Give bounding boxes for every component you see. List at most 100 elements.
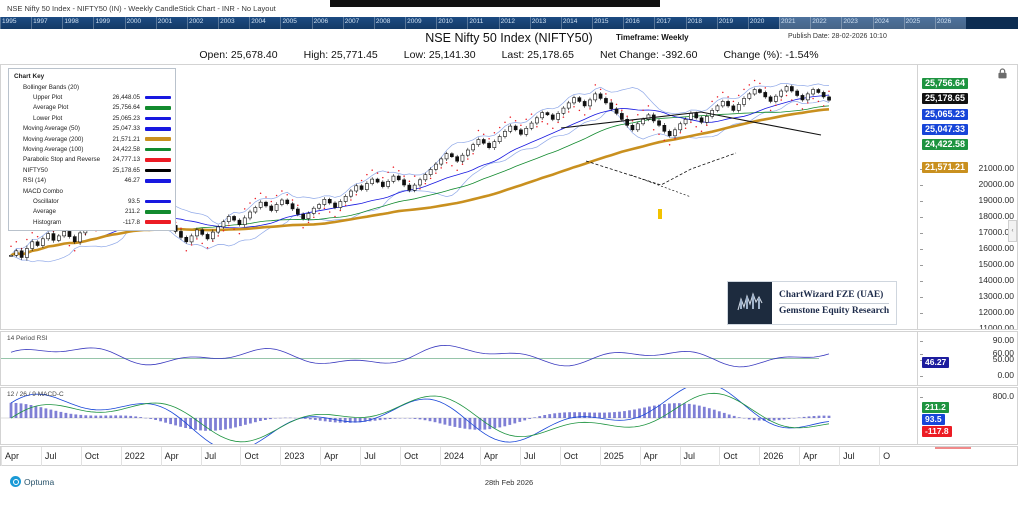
chart-key-value: 25,178.65 bbox=[112, 166, 140, 174]
rsi-value-axis[interactable]: 90.00 60.00 50.00 0.00 46.27 bbox=[917, 332, 1017, 385]
year-ruler-label[interactable]: 2017 bbox=[656, 18, 671, 25]
date-axis-label[interactable]: Apr bbox=[5, 451, 20, 461]
axis-tick-label: 60.00 bbox=[992, 348, 1014, 358]
year-ruler-label[interactable]: 2026 bbox=[936, 18, 952, 25]
axis-value-badge[interactable]: 25,047.33 bbox=[922, 124, 969, 136]
chart-key-row[interactable]: Moving Average (50) 25,047.33 bbox=[9, 124, 175, 134]
year-ruler-label[interactable]: 2003 bbox=[220, 18, 235, 25]
date-axis-label[interactable]: Oct bbox=[404, 451, 419, 461]
year-ruler-label[interactable]: 2010 bbox=[438, 18, 453, 25]
chart-key-row[interactable]: Bollinger Bands (20) bbox=[9, 82, 175, 92]
year-ruler-tick bbox=[623, 17, 625, 29]
year-ruler-label[interactable]: 2001 bbox=[157, 18, 173, 25]
year-range-ruler[interactable]: 1995 1997 1998 1999 2000 2001 2002 2003 2004 2005… bbox=[0, 17, 1018, 29]
chart-key-row[interactable]: Moving Average (200) 21,571.21 bbox=[9, 134, 175, 144]
year-ruler-label[interactable]: 2013 bbox=[531, 18, 547, 25]
year-ruler-label[interactable]: 2016 bbox=[625, 18, 640, 25]
chart-key-row[interactable]: Average 211.2 bbox=[9, 207, 175, 217]
chart-key-row[interactable]: MACD Combo bbox=[9, 186, 175, 196]
chart-key-row[interactable]: RSI (14) 46.27 bbox=[9, 176, 175, 186]
year-ruler-label[interactable]: 2025 bbox=[905, 18, 921, 25]
chart-key-row[interactable]: Upper Plot 26,448.05 bbox=[9, 92, 175, 102]
axis-tick-mark bbox=[920, 397, 923, 398]
axis-value-badge[interactable]: 211.2 bbox=[922, 402, 949, 413]
date-axis-label[interactable]: Apr bbox=[483, 451, 498, 461]
chart-key-row[interactable]: Lower Plot 25,065.23 bbox=[9, 113, 175, 123]
year-ruler-label[interactable]: 2006 bbox=[313, 18, 329, 25]
price-value-axis[interactable]: ‹ 21000.00 20000.00 19000.00 18000.00 17000.… bbox=[917, 65, 1017, 329]
year-ruler-label[interactable]: 2015 bbox=[594, 18, 609, 25]
rsi-plot-area[interactable] bbox=[1, 332, 919, 385]
axis-value-badge[interactable]: 21,571.21 bbox=[922, 162, 969, 174]
chart-key-row[interactable]: NIFTY50 25,178.65 bbox=[9, 165, 175, 175]
axis-value-badge[interactable]: 46.27 bbox=[922, 357, 950, 368]
lock-icon[interactable] bbox=[996, 67, 1009, 80]
date-axis-label[interactable]: Oct bbox=[244, 451, 259, 461]
macd-indicator-pane[interactable]: 12 / 26 / 9 MACD-C 800.0 211.2 93.5 -117.8 bbox=[0, 387, 1018, 445]
year-ruler-label[interactable]: 2000 bbox=[126, 18, 142, 25]
year-ruler-label[interactable]: 1998 bbox=[64, 18, 79, 25]
year-ruler-tick bbox=[934, 17, 936, 29]
optuma-brand-label: Optuma bbox=[24, 476, 55, 487]
date-axis-label[interactable]: 2025 bbox=[603, 451, 624, 461]
year-ruler-label[interactable]: 2018 bbox=[687, 18, 703, 25]
date-axis-label[interactable]: 2026 bbox=[763, 451, 784, 461]
axis-scroll-nub[interactable]: ‹ bbox=[1008, 220, 1017, 242]
date-axis-label[interactable]: Jul bbox=[204, 451, 217, 461]
year-ruler-label[interactable]: 2014 bbox=[562, 18, 578, 25]
year-ruler-label[interactable]: 2004 bbox=[251, 18, 266, 25]
chart-key-row[interactable]: Oscillator 93.5 bbox=[9, 196, 175, 206]
date-axis-label[interactable]: Jul bbox=[44, 451, 57, 461]
year-ruler-label[interactable]: 1999 bbox=[95, 18, 110, 25]
year-ruler-selection[interactable] bbox=[779, 17, 966, 29]
date-axis-label[interactable]: Jul bbox=[523, 451, 536, 461]
date-axis-label[interactable]: Oct bbox=[84, 451, 99, 461]
axis-value-badge[interactable]: 25,756.64 bbox=[922, 78, 969, 90]
date-axis-label[interactable]: Jul bbox=[843, 451, 855, 461]
chart-key-row[interactable]: Average Plot 25,756.64 bbox=[9, 103, 175, 113]
year-ruler-label[interactable]: 2024 bbox=[874, 18, 889, 25]
year-ruler-label[interactable]: 2020 bbox=[749, 18, 765, 25]
year-ruler-label[interactable]: 1997 bbox=[33, 18, 48, 25]
date-axis-label[interactable]: Apr bbox=[164, 451, 179, 461]
year-ruler-label[interactable]: 2007 bbox=[344, 18, 360, 25]
chart-key-row[interactable]: Histogram -117.8 bbox=[9, 217, 175, 227]
axis-value-badge[interactable]: 24,422.58 bbox=[922, 139, 969, 151]
chart-key-row[interactable]: Parabolic Stop and Reverse 24,777.13 bbox=[9, 155, 175, 165]
axis-value-badge[interactable]: -117.8 bbox=[922, 426, 952, 437]
year-ruler-label[interactable]: 2011 bbox=[469, 18, 484, 25]
date-axis-label[interactable]: 2024 bbox=[444, 451, 465, 461]
date-axis-label[interactable]: O bbox=[883, 451, 891, 461]
date-axis-label[interactable]: Apr bbox=[324, 451, 339, 461]
year-ruler-label[interactable]: 2023 bbox=[843, 18, 858, 25]
year-ruler-label[interactable]: 2019 bbox=[718, 18, 734, 25]
axis-value-badge[interactable]: 25,178.65 bbox=[922, 93, 969, 105]
year-ruler-label[interactable]: 2002 bbox=[188, 18, 204, 25]
rsi-indicator-pane[interactable]: 14 Period RSI 90.00 60.00 50.00 0.00 46.27 bbox=[0, 331, 1018, 386]
axis-tick-mark bbox=[920, 297, 923, 298]
year-ruler-label[interactable]: 2021 bbox=[781, 18, 796, 25]
date-axis-label[interactable]: Apr bbox=[803, 451, 818, 461]
axis-value-badge[interactable]: 25,065.23 bbox=[922, 109, 969, 121]
axis-tick-mark bbox=[920, 376, 923, 377]
chart-key-row[interactable]: Moving Average (100) 24,422.58 bbox=[9, 144, 175, 154]
chart-key-label: Moving Average (100) bbox=[23, 146, 84, 154]
year-ruler-label[interactable]: 1995 bbox=[2, 18, 17, 25]
year-ruler-label[interactable]: 2012 bbox=[500, 18, 516, 25]
date-axis[interactable]: Apr Jul Oct 2022 Apr Jul Oct 2023 Apr Jul Oct 2024 A… bbox=[0, 446, 1018, 466]
year-ruler-label[interactable]: 2005 bbox=[282, 18, 297, 25]
date-axis-label[interactable]: Oct bbox=[723, 451, 738, 461]
year-ruler-label[interactable]: 2008 bbox=[375, 18, 391, 25]
date-axis-label[interactable]: Apr bbox=[643, 451, 658, 461]
year-ruler-label[interactable]: 2022 bbox=[812, 18, 827, 25]
date-axis-label[interactable]: Oct bbox=[563, 451, 578, 461]
date-axis-label[interactable]: Jul bbox=[683, 451, 696, 461]
chart-key-legend[interactable]: Chart Key Bollinger Bands (20) Upper Plot… bbox=[8, 68, 176, 232]
macd-value-axis[interactable]: 800.0 211.2 93.5 -117.8 bbox=[917, 388, 1017, 444]
axis-value-badge[interactable]: 93.5 bbox=[922, 414, 945, 425]
date-axis-label[interactable]: 2022 bbox=[124, 451, 145, 461]
year-ruler-label[interactable]: 2009 bbox=[407, 18, 422, 25]
date-axis-label[interactable]: 2023 bbox=[284, 451, 305, 461]
macd-plot-area[interactable] bbox=[1, 388, 919, 444]
date-axis-label[interactable]: Jul bbox=[364, 451, 376, 461]
